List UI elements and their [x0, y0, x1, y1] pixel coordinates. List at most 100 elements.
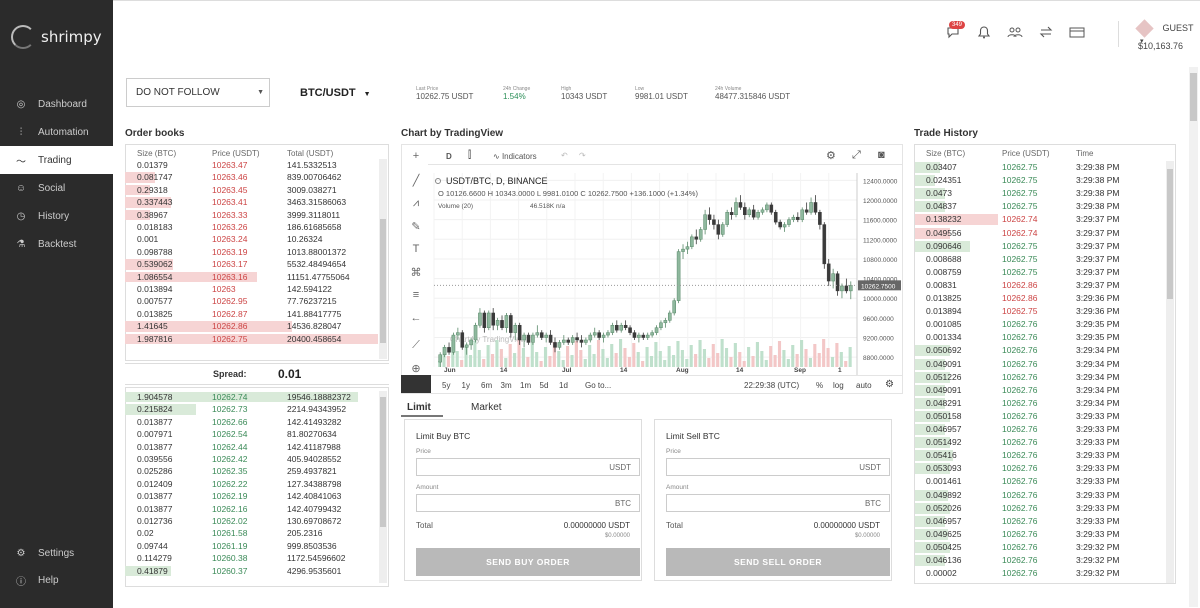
range-button-1m[interactable]: 1m: [520, 381, 532, 390]
ask-row[interactable]: 0.001 10263.24 10.26324: [125, 233, 378, 245]
ask-row[interactable]: 0.018183 10263.26 186.61685658: [125, 221, 378, 233]
trade-history-scrollbar-thumb[interactable]: [1167, 169, 1173, 299]
sidebar-item-settings[interactable]: ⚙ Settings: [0, 539, 113, 567]
page-scrollbar[interactable]: [1189, 67, 1198, 607]
brush-icon[interactable]: ✎: [411, 221, 421, 233]
bid-row[interactable]: 0.012409 10262.22 127.34388798: [125, 478, 378, 490]
log-toggle[interactable]: log: [833, 381, 844, 390]
tab-limit[interactable]: Limit: [407, 402, 431, 413]
volume-bar: [649, 356, 654, 367]
interval-button[interactable]: D: [446, 152, 452, 161]
range-button-1y[interactable]: 1y: [461, 381, 470, 390]
ask-row[interactable]: 0.01379 10263.47 141.5332513: [125, 159, 378, 171]
brand-logo[interactable]: shrimpy: [11, 25, 102, 49]
ask-row[interactable]: 0.013825 10262.87 141.88417775: [125, 308, 378, 320]
ask-row[interactable]: 0.098788 10263.19 1013.88001372: [125, 246, 378, 258]
bid-row[interactable]: 0.013877 10262.66 142.41493282: [125, 416, 378, 428]
text-tool-icon[interactable]: T: [412, 243, 420, 255]
bid-row[interactable]: 0.215824 10262.73 2214.94343952: [125, 403, 378, 415]
measure-icon[interactable]: ≡: [412, 289, 420, 301]
strategy-select[interactable]: DO NOT FOLLOW ▼: [126, 78, 270, 107]
fullscreen-icon[interactable]: ⤢: [852, 149, 861, 161]
trade-size: 0.050158: [926, 410, 962, 421]
people-icon[interactable]: [1007, 25, 1023, 41]
send-buy-order-button[interactable]: SEND BUY ORDER: [416, 548, 640, 576]
sidebar-item-dashboard[interactable]: ◎ Dashboard: [0, 90, 113, 118]
send-sell-order-button[interactable]: SEND SELL ORDER: [666, 548, 890, 576]
fib-icon[interactable]: ⩘: [412, 197, 420, 209]
candle-body: [553, 342, 557, 348]
ask-row[interactable]: 0.337443 10263.41 3463.31586063: [125, 196, 378, 208]
bid-row[interactable]: 0.025286 10262.35 259.4937821: [125, 465, 378, 477]
ask-row[interactable]: 0.29318 10263.45 3009.038271: [125, 184, 378, 196]
bid-row[interactable]: 0.41879 10260.37 4296.9535601: [125, 565, 378, 577]
zoom-in-icon[interactable]: ⊕: [411, 363, 421, 375]
redo-icon[interactable]: ↷: [579, 151, 586, 160]
ruler-icon[interactable]: ⟋: [412, 339, 420, 351]
buy-amount-input[interactable]: BTC: [416, 494, 640, 512]
sidebar-item-history[interactable]: ◷ History: [0, 202, 113, 230]
bell-icon[interactable]: [976, 25, 992, 41]
user-menu[interactable]: GUEST ▾: [1135, 19, 1200, 45]
collapse-toolbar-icon[interactable]: [401, 375, 431, 393]
sidebar-item-automation[interactable]: ⫶ Automation: [0, 118, 113, 146]
page-scrollbar-thumb[interactable]: [1190, 73, 1197, 121]
sidebar-item-help[interactable]: ⓘ Help: [0, 566, 113, 594]
sidebar-item-trading[interactable]: 〜 Trading: [0, 146, 113, 174]
camera-icon[interactable]: ◙: [878, 149, 885, 161]
bid-row[interactable]: 0.09744 10261.19 999.8503536: [125, 540, 378, 552]
sidebar-item-backtest[interactable]: ⚗ Backtest: [0, 230, 113, 258]
range-button-5d[interactable]: 5d: [539, 381, 549, 390]
bids-scrollbar[interactable]: [379, 391, 387, 583]
range-button-5y[interactable]: 5y: [442, 381, 451, 390]
pattern-icon[interactable]: ⌘: [410, 267, 422, 279]
crosshair-icon[interactable]: +: [412, 150, 420, 162]
candle-style-icon[interactable]: ⫿: [468, 150, 472, 161]
bid-row[interactable]: 0.013877 10262.19 142.40841063: [125, 490, 378, 502]
ask-row[interactable]: 1.987816 10262.75 20400.458654: [125, 333, 378, 345]
wallet-icon[interactable]: [1069, 25, 1085, 41]
chat-icon[interactable]: [945, 25, 961, 41]
arrow-left-icon[interactable]: ←: [410, 312, 422, 324]
bids-scrollbar-thumb[interactable]: [380, 397, 386, 527]
candlestick-chart[interactable]: 12400.0000 12000.0000 11600.0000 11200.0000…: [402, 145, 902, 393]
settings-gear-icon[interactable]: ⚙: [826, 150, 836, 162]
ask-row[interactable]: 0.539062 10263.17 5532.48494654: [125, 258, 378, 270]
transfer-arrows-icon[interactable]: [1038, 25, 1054, 41]
ask-row[interactable]: 0.007577 10262.95 77.76237215: [125, 295, 378, 307]
trendline-icon[interactable]: ╱: [412, 175, 420, 187]
bid-row[interactable]: 0.007971 10262.54 81.80270634: [125, 428, 378, 440]
bid-row[interactable]: 0.039556 10262.42 405.94028552: [125, 453, 378, 465]
pair-selector[interactable]: BTC/USDT ▼: [300, 87, 371, 99]
bid-row[interactable]: 0.114279 10260.38 1172.54596602: [125, 552, 378, 564]
bid-row[interactable]: 0.012736 10262.02 130.69708672: [125, 515, 378, 527]
sidebar-item-social[interactable]: ☺ Social: [0, 174, 113, 202]
asks-scrollbar-thumb[interactable]: [380, 219, 386, 343]
range-button-1d[interactable]: 1d: [559, 381, 568, 390]
undo-icon[interactable]: ↶: [561, 151, 568, 160]
sell-price-input[interactable]: USDT: [666, 458, 890, 476]
ask-row[interactable]: 1.086554 10263.16 11151.47755064: [125, 271, 378, 283]
bid-row[interactable]: 0.013877 10262.44 142.41187988: [125, 441, 378, 453]
symbol-toggle-icon[interactable]: [435, 178, 441, 184]
tradingview-chart[interactable]: 12400.0000 12000.0000 11600.0000 11200.0000…: [401, 144, 903, 394]
ask-row[interactable]: 1.41645 10262.86 14536.828047: [125, 320, 378, 332]
range-button-6m[interactable]: 6m: [481, 381, 493, 390]
percent-toggle[interactable]: %: [816, 381, 824, 390]
trade-history-scrollbar[interactable]: [1166, 161, 1174, 583]
sell-amount-input[interactable]: BTC: [666, 494, 890, 512]
indicators-button[interactable]: ∿ Indicators: [493, 152, 537, 161]
bid-row[interactable]: 0.02 10261.58 205.2316: [125, 527, 378, 539]
ask-row[interactable]: 0.013894 10263 142.594122: [125, 283, 378, 295]
buy-price-input[interactable]: USDT: [416, 458, 640, 476]
auto-toggle[interactable]: auto: [856, 381, 872, 390]
chart-settings-icon[interactable]: ⚙: [885, 379, 894, 390]
asks-scrollbar[interactable]: [379, 159, 387, 359]
tab-market[interactable]: Market: [471, 402, 502, 413]
range-button-3m[interactable]: 3m: [500, 381, 512, 390]
bid-row[interactable]: 1.904578 10262.74 19546.18882372: [125, 391, 378, 403]
ask-row[interactable]: 0.38967 10263.33 3999.3118011: [125, 209, 378, 221]
bid-row[interactable]: 0.013877 10262.16 142.40799432: [125, 503, 378, 515]
ask-row[interactable]: 0.081747 10263.46 839.00706462: [125, 171, 378, 183]
goto-date-button[interactable]: Go to...: [585, 381, 612, 390]
